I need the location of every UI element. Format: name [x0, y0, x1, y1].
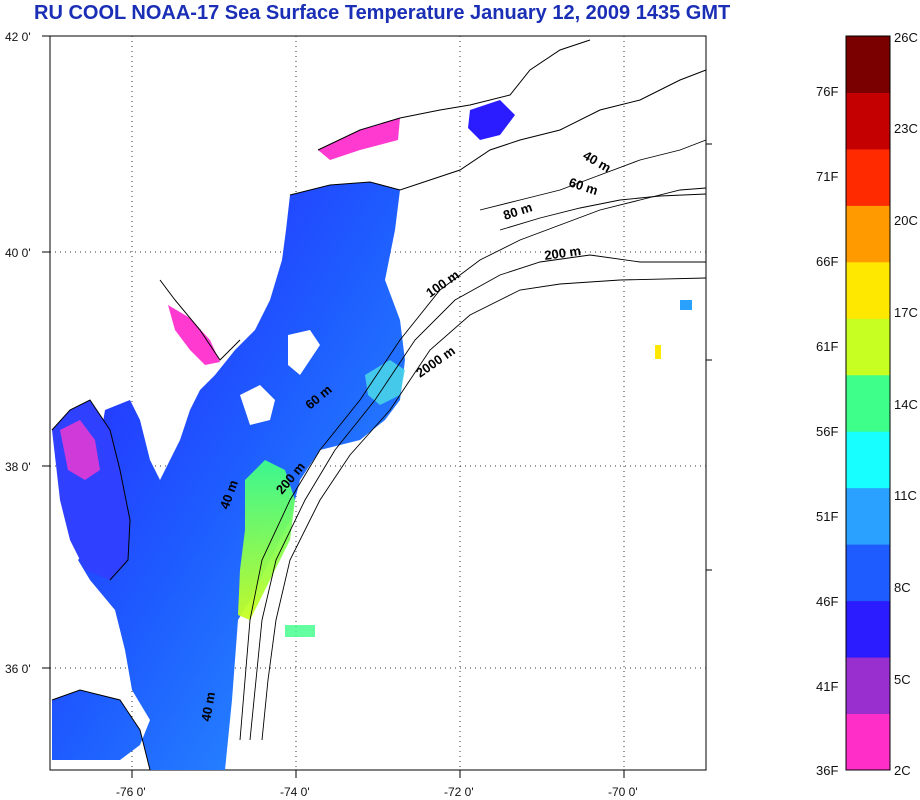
colorbar-celsius-label: 26C	[894, 30, 918, 45]
colorbar-fahrenheit-label: 76F	[816, 84, 839, 99]
colorbar-band	[846, 657, 890, 715]
colorbar-band	[846, 261, 890, 319]
colorbar-band	[846, 36, 890, 93]
isobath-label: 40 m	[198, 691, 218, 723]
colorbar-band	[846, 92, 890, 150]
lat-label: 38 0'	[5, 460, 31, 474]
colorbar-celsius-label: 14C	[894, 397, 918, 412]
colorbar-frame	[845, 35, 891, 771]
colorbar-band	[846, 544, 890, 602]
colorbar-celsius-label: 2C	[894, 763, 911, 778]
colorbar-celsius-label: 20C	[894, 213, 918, 228]
axis-labels: 42 0' 40 0' 38 0' 36 0' -76 0' -74 0' -7…	[5, 30, 638, 799]
delaware-bay-water	[168, 305, 220, 365]
upper-chesapeake-pink	[60, 420, 100, 480]
new-york-harbor-blue	[468, 100, 515, 140]
colorbar-gradient	[846, 36, 890, 771]
offshore-patch	[655, 345, 661, 359]
colorbar-fahrenheit-label: 61F	[816, 339, 839, 354]
colorbar-celsius-label: 23C	[894, 121, 918, 136]
colorbar-celsius-label: 17C	[894, 305, 918, 320]
colorbar-fahrenheit-label: 71F	[816, 169, 839, 184]
map-title: RU COOL NOAA-17 Sea Surface Temperature …	[34, 2, 731, 24]
lat-label: 42 0'	[5, 30, 31, 44]
colorbar-band	[846, 600, 890, 658]
offshore-patch	[285, 625, 315, 637]
isobaths	[239, 139, 707, 741]
long-island-sound	[318, 118, 400, 160]
isobath-label: 200 m	[543, 243, 582, 263]
sst-field	[52, 100, 692, 770]
colorbar-fahrenheit-label: 56F	[816, 424, 839, 439]
colorbar-celsius-label: 8C	[894, 580, 911, 595]
colorbar	[845, 35, 891, 771]
offshore-patch	[680, 300, 692, 310]
colorbar-band	[846, 148, 890, 206]
coastline	[51, 39, 707, 771]
shelf-cyan-band	[365, 360, 405, 405]
colorbar-fahrenheit-label: 46F	[816, 594, 839, 609]
lon-label: -76 0'	[116, 785, 146, 799]
colorbar-fahrenheit-label: 51F	[816, 509, 839, 524]
colorbar-celsius-label: 5C	[894, 672, 911, 687]
colorbar-fahrenheit-label: 41F	[816, 679, 839, 694]
lat-label: 36 0'	[5, 662, 31, 676]
lon-label: -74 0'	[280, 785, 310, 799]
colorbar-band	[846, 374, 890, 432]
axis-ticks	[42, 35, 712, 778]
shelf-warm-band	[238, 460, 295, 620]
colorbar-band	[846, 713, 890, 771]
colorbar-celsius-label: 11C	[894, 488, 917, 503]
colorbar-fahrenheit-label: 66F	[816, 254, 839, 269]
lon-label: -72 0'	[444, 785, 474, 799]
clouds-masked-area	[288, 330, 320, 375]
colorbar-band	[846, 487, 890, 545]
colorbar-band	[846, 431, 890, 489]
colorbar-band	[846, 318, 890, 376]
lat-label: 40 0'	[5, 246, 31, 260]
lon-label: -70 0'	[608, 785, 638, 799]
colorbar-fahrenheit-label: 36F	[816, 763, 839, 778]
colorbar-band	[846, 205, 890, 263]
new-york-bight-water	[52, 182, 405, 770]
clouds-masked-area-2	[240, 385, 275, 425]
